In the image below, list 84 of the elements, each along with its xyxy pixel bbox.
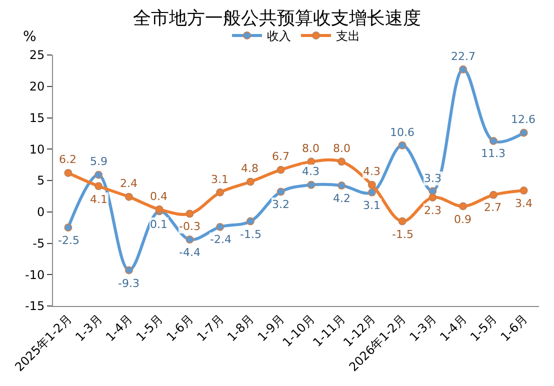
point <box>520 186 528 195</box>
y-tick-label: -5 <box>32 236 45 250</box>
chart-title: 全市地方一般公共预算收支增长速度 <box>133 8 421 30</box>
point <box>124 266 133 274</box>
x-tick-label: 1-8月 <box>224 312 257 344</box>
data-label: 0.1 <box>150 218 168 231</box>
y-tick-label: 25 <box>29 48 45 62</box>
point <box>489 136 498 145</box>
data-label: 11.3 <box>481 147 506 160</box>
point <box>186 210 194 218</box>
point <box>186 235 194 244</box>
data-label: 0.9 <box>454 213 472 226</box>
data-label: 3.1 <box>211 173 228 186</box>
data-label: 2.4 <box>120 177 138 190</box>
data-label: 8.0 <box>302 142 320 155</box>
y-tick-label: 15 <box>29 110 45 125</box>
point <box>276 166 285 174</box>
point <box>276 188 285 196</box>
data-label: 4.3 <box>302 165 320 178</box>
data-label: 4.8 <box>241 162 258 175</box>
data-label: 6.7 <box>272 150 290 163</box>
point <box>246 217 254 226</box>
y-tick-label: -10 <box>24 268 45 282</box>
point <box>368 180 376 189</box>
y-tick-label: 20 <box>29 80 45 94</box>
x-tick-label: 1-4月 <box>103 312 136 344</box>
data-label: -1.5 <box>392 228 414 241</box>
data-label: 12.6 <box>511 113 536 126</box>
data-label: -4.4 <box>179 246 200 259</box>
data-label: 3.1 <box>363 199 380 212</box>
data-label: 6.2 <box>59 153 76 166</box>
point <box>489 190 498 199</box>
data-label: 8.0 <box>333 142 350 155</box>
y-tick-label: -15 <box>24 299 45 314</box>
data-label: -1.5 <box>240 228 262 241</box>
point <box>459 202 468 210</box>
point <box>520 128 528 137</box>
y-tick-label: 10 <box>29 142 45 156</box>
data-label: 3.2 <box>272 198 290 211</box>
x-tick-label: 1-3月 <box>72 312 105 344</box>
data-label: 5.9 <box>90 155 108 168</box>
point <box>428 193 437 202</box>
y-tick-label: 5 <box>36 174 45 188</box>
data-label: -9.3 <box>118 277 140 290</box>
point <box>307 180 316 189</box>
x-tick-label: 1-5月 <box>468 312 500 344</box>
legend-label: 收入 <box>267 29 291 44</box>
point <box>459 65 468 74</box>
x-tick-label: 1-7月 <box>194 312 226 344</box>
data-label: 22.7 <box>451 50 476 63</box>
y-axis-title: % <box>23 29 36 45</box>
point <box>94 170 103 179</box>
point <box>338 158 346 166</box>
data-label: 0.4 <box>150 190 168 203</box>
point <box>307 158 316 166</box>
x-tick-label: 1-6月 <box>498 312 530 344</box>
point <box>338 182 346 190</box>
point <box>94 182 103 190</box>
data-label: 3.3 <box>424 172 442 185</box>
x-tick-label: 1-6月 <box>164 312 196 344</box>
point <box>216 188 224 196</box>
data-label: -2.5 <box>58 234 80 247</box>
point <box>398 217 406 226</box>
data-label: -0.3 <box>179 220 200 233</box>
point <box>398 141 406 150</box>
x-tick-label: 1-3月 <box>406 312 440 344</box>
data-label: 2.3 <box>424 204 442 217</box>
x-tick-label: 1-5月 <box>133 312 166 344</box>
data-label: 2.7 <box>484 201 502 214</box>
y-tick-label: 0 <box>36 205 45 220</box>
point <box>368 188 376 196</box>
data-label: -2.4 <box>210 233 232 246</box>
data-label: 3.4 <box>515 197 532 210</box>
point <box>216 222 224 231</box>
x-tick-label: 1-4月 <box>437 312 470 344</box>
point <box>64 224 72 232</box>
data-label: 4.3 <box>363 165 380 178</box>
data-label: 10.6 <box>390 126 414 139</box>
legend-label: 支出 <box>336 29 360 44</box>
point <box>124 192 133 201</box>
data-label: 4.2 <box>333 192 350 205</box>
data-label: 4.1 <box>90 193 108 206</box>
point <box>64 168 72 177</box>
point <box>246 178 254 186</box>
